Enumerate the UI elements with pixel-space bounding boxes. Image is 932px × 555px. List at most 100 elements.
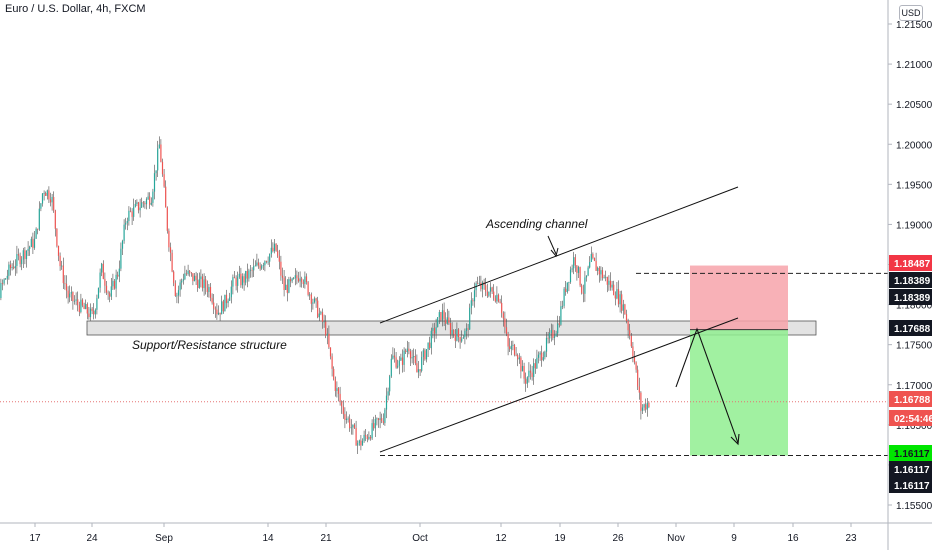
candle-body: [357, 442, 359, 446]
candle-body: [107, 292, 109, 294]
candle-body: [552, 330, 554, 338]
candle-body: [25, 250, 28, 259]
candle-body: [224, 294, 226, 312]
currency-button[interactable]: USD: [899, 5, 923, 21]
candle-body: [198, 279, 200, 289]
candle-body: [350, 427, 352, 429]
candle-body: [288, 279, 290, 293]
candle-body: [593, 257, 596, 261]
candle-body: [72, 291, 74, 302]
candle-body: [121, 240, 124, 249]
candle-body: [622, 304, 624, 311]
candle-body: [173, 271, 175, 284]
projection-arrowhead: [730, 433, 740, 446]
candle-body: [499, 301, 501, 303]
candle-body: [219, 312, 221, 315]
candle-body: [259, 265, 261, 269]
candle-body: [205, 279, 207, 288]
stop-price-tag-bg: [889, 255, 932, 271]
candle-body: [51, 197, 53, 203]
candle-body: [165, 186, 167, 208]
candle-body: [638, 386, 640, 393]
candle-body: [550, 330, 552, 334]
candle-body: [568, 282, 570, 283]
candle-body: [112, 280, 114, 287]
target-price-tag: 1.16117: [889, 445, 932, 461]
candle-body: [200, 276, 202, 280]
candle-body: [139, 207, 141, 211]
x-tick-label: 24: [86, 533, 98, 544]
candle-body: [14, 265, 16, 269]
candle-body: [536, 357, 538, 369]
candle-body: [424, 350, 426, 360]
candle-body: [387, 391, 389, 396]
candle-body: [446, 317, 448, 324]
candle-body: [209, 286, 212, 298]
candle-body: [128, 210, 130, 222]
candle-body: [601, 270, 604, 278]
candle-body: [187, 270, 189, 274]
candle-body: [545, 337, 548, 352]
y-tick-label: 1.20500: [896, 100, 932, 111]
candle-body: [400, 357, 402, 361]
candle-body: [646, 402, 648, 410]
candle-body: [269, 254, 271, 262]
candle-body: [502, 313, 504, 319]
candle-body: [440, 312, 442, 321]
candle-body: [179, 282, 181, 291]
candle-body: [621, 294, 623, 311]
candle-body: [294, 275, 296, 279]
y-tick-label: 1.21500: [896, 20, 932, 31]
candle-body: [368, 436, 370, 440]
candle-body: [645, 404, 647, 410]
stop-loss-zone: [690, 265, 788, 330]
candle-body: [254, 265, 256, 267]
candle-body: [592, 253, 594, 258]
candle-body: [323, 321, 325, 323]
candle-body: [326, 333, 328, 336]
candle-body: [369, 436, 372, 439]
candle-body: [406, 348, 408, 353]
candle-body: [77, 299, 79, 306]
candle-body: [5, 278, 7, 280]
candle-body: [448, 317, 450, 324]
x-tick-label: Oct: [412, 533, 428, 544]
candle-body: [144, 203, 146, 205]
candle-body: [573, 257, 575, 269]
candle-body: [99, 272, 101, 288]
candle-body: [438, 312, 440, 318]
candle-body: [349, 418, 351, 429]
candle-body: [238, 273, 240, 277]
candle-body: [102, 263, 104, 279]
y-tick-label: 1.16500: [896, 421, 932, 432]
candle-body: [414, 355, 416, 364]
y-tick-label: 1.20000: [896, 140, 932, 151]
candle-body: [225, 294, 228, 304]
candle-body: [0, 282, 2, 299]
candle-body: [451, 329, 453, 335]
candle-body: [229, 297, 231, 301]
candle-body: [118, 268, 120, 277]
candle-body: [27, 248, 29, 251]
channel-upper-line: [379, 186, 739, 324]
candle-body: [176, 295, 178, 297]
candle-body: [272, 247, 274, 252]
candle-body: [237, 276, 239, 286]
candle-body: [94, 309, 96, 315]
upper-price-tag-1-bg: [889, 272, 932, 288]
candle-body: [331, 356, 333, 369]
candle-body: [627, 321, 629, 331]
candle-body: [517, 355, 519, 360]
candle-body: [526, 377, 528, 384]
candle-body: [571, 268, 573, 270]
y-tick-label: 1.17500: [896, 341, 932, 352]
candle-body: [174, 283, 176, 296]
candle-body: [120, 248, 122, 269]
y-tick-label: 1.17000: [896, 381, 932, 392]
support-resistance-band: [86, 320, 817, 336]
candle-body: [408, 348, 410, 352]
candle-body: [496, 294, 498, 302]
candle-body: [534, 363, 536, 369]
